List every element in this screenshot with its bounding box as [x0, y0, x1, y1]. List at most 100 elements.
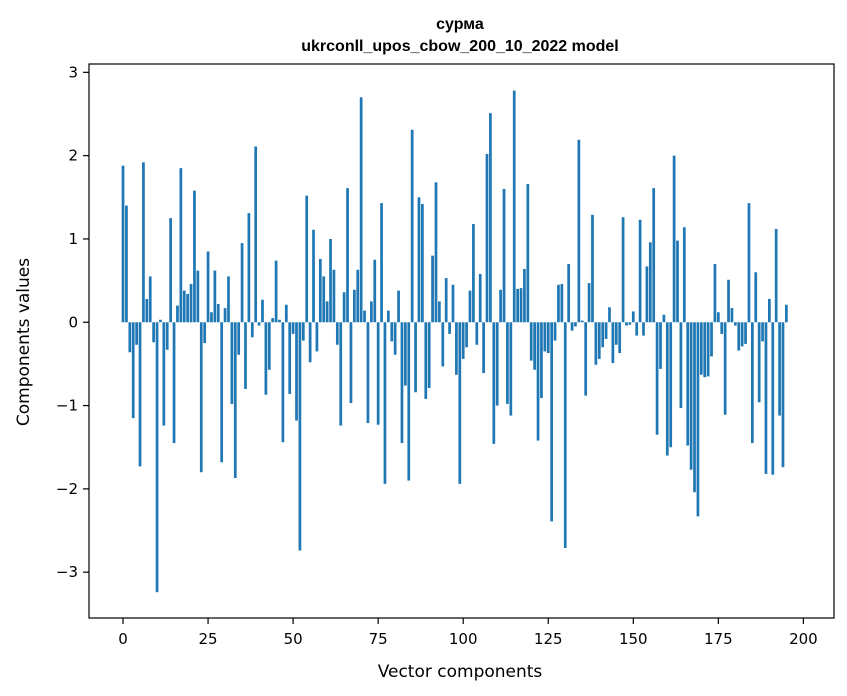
y-tick-label: 2 [68, 147, 78, 165]
bar [574, 322, 577, 327]
bar [631, 311, 635, 323]
bar [404, 322, 407, 386]
y-axis: −3 −2 −1 0 1 2 3 [56, 63, 89, 581]
bar [591, 214, 594, 323]
bar [206, 251, 210, 323]
bar [199, 322, 203, 473]
bar [165, 322, 169, 350]
bar [628, 322, 632, 325]
bar [325, 301, 329, 323]
x-axis: 0 25 50 75 100 125 150 175 200 [118, 618, 818, 648]
bar [761, 322, 764, 342]
bar [781, 322, 785, 468]
bar [142, 162, 145, 323]
bar [182, 290, 186, 323]
bar [193, 190, 196, 323]
bar [693, 322, 696, 493]
y-tick-label: −2 [56, 480, 78, 498]
bar [233, 322, 237, 479]
bar [618, 322, 622, 354]
bar [665, 322, 669, 456]
bar [455, 322, 458, 375]
bar [210, 312, 213, 323]
bar [774, 228, 778, 323]
bar [543, 322, 547, 352]
bar [472, 223, 475, 323]
bar [492, 322, 496, 444]
bar [312, 229, 315, 323]
bar [764, 322, 768, 474]
bar [648, 242, 652, 323]
bar [655, 322, 659, 435]
x-tick-label: 100 [449, 630, 478, 648]
bar [621, 217, 625, 323]
y-tick-label: 1 [68, 230, 78, 248]
bar [580, 320, 584, 323]
bar [733, 322, 737, 326]
bar [638, 219, 642, 323]
bar [155, 322, 159, 593]
bar [267, 322, 271, 370]
bar [754, 272, 758, 323]
bar [176, 305, 179, 323]
bar [550, 322, 554, 522]
x-tick-label: 175 [704, 630, 733, 648]
bar [383, 322, 387, 484]
bar [346, 188, 349, 323]
bar [495, 322, 499, 406]
bar [485, 153, 489, 323]
bar [220, 322, 224, 463]
bar [577, 139, 581, 323]
y-tick-label: −3 [56, 563, 78, 581]
bar [601, 322, 605, 348]
plot-frame [88, 63, 835, 619]
bar [240, 243, 244, 323]
x-tick-label: 0 [118, 630, 128, 648]
bar [482, 322, 485, 374]
bar [499, 289, 502, 323]
bar [512, 90, 516, 323]
bar [315, 322, 319, 352]
bar [611, 322, 615, 364]
bar [533, 322, 536, 370]
bar [387, 310, 390, 323]
bar [128, 322, 132, 353]
bar [438, 301, 441, 323]
bar [672, 155, 676, 323]
bar [703, 322, 707, 378]
bar [730, 308, 734, 323]
bar [284, 304, 288, 323]
bar [737, 322, 741, 351]
bar [489, 113, 492, 323]
bar [536, 322, 540, 441]
bar [557, 284, 560, 323]
bar [247, 213, 251, 323]
bar [376, 322, 380, 425]
bar [301, 322, 305, 341]
bar [645, 266, 649, 323]
bar [295, 322, 298, 421]
bar [162, 322, 166, 426]
bar [186, 293, 190, 323]
bar [335, 322, 339, 345]
bar [567, 263, 571, 323]
bar [329, 238, 332, 323]
x-tick-label: 50 [284, 630, 303, 648]
bar [604, 322, 608, 339]
bar [529, 322, 533, 361]
y-tick-label: −1 [56, 397, 78, 415]
bar [254, 146, 258, 323]
bar [519, 288, 523, 323]
bar [410, 129, 414, 323]
bar [356, 269, 360, 323]
bar [584, 322, 588, 396]
bar [516, 288, 519, 323]
bar [288, 322, 292, 394]
bar [278, 319, 281, 323]
bar [427, 322, 431, 389]
bar [169, 218, 172, 323]
bar [369, 301, 373, 323]
bar [713, 263, 717, 323]
bar [478, 273, 482, 323]
bar [424, 322, 428, 399]
